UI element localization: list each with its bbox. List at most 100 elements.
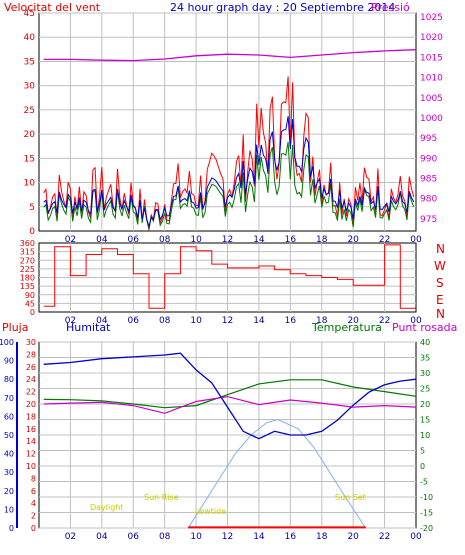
x-tick-label: 20 <box>347 235 359 245</box>
x-tick-label: 04 <box>96 532 108 542</box>
x-tick-label: 20 <box>347 532 359 542</box>
direction-tick-label: 180 <box>20 274 35 283</box>
temperature-tick-label: -10 <box>420 493 433 502</box>
x-tick-label: 02 <box>65 532 76 542</box>
direction-tick-label: 0 <box>30 308 35 317</box>
rain-tick-label: 30 <box>26 338 36 347</box>
temperature-tick-label: 5 <box>420 447 425 456</box>
pressure-tick-label: 990 <box>420 154 437 164</box>
x-tick-label: 04 <box>96 316 108 326</box>
humidity-tick-label: 40 <box>4 450 14 459</box>
rain-tick-label: 8 <box>31 474 36 483</box>
wind-speed-tick-label: 20 <box>24 130 36 140</box>
pressure-tick-label: 995 <box>420 134 437 144</box>
temperature-tick-label: -20 <box>420 524 433 533</box>
temperature-tick-label: 30 <box>420 369 430 378</box>
humidity-tick-label: 50 <box>4 431 14 440</box>
x-tick-label: 02 <box>65 316 76 326</box>
x-tick-label: 00 <box>410 532 422 542</box>
humidity-tick-label: 0 <box>9 524 14 533</box>
humidity-tick-label: 10 <box>4 505 14 514</box>
annotation-sun-set: Sun Set <box>335 493 366 502</box>
temperature-tick-label: 40 <box>420 338 430 347</box>
direction-tick-label: 135 <box>20 282 35 291</box>
x-tick-label: 08 <box>159 235 171 245</box>
humidity-tick-label: 90 <box>4 357 14 366</box>
temperature-tick-label: 15 <box>420 416 430 425</box>
x-tick-label: 20 <box>347 316 359 326</box>
x-tick-label: 18 <box>316 316 328 326</box>
humidity-tick-label: 60 <box>4 412 14 421</box>
wind-average-line <box>43 141 415 229</box>
direction-tick-label: 315 <box>20 248 35 257</box>
rain-tick-label: 12 <box>26 450 36 459</box>
wind-speed-tick-label: 45 <box>24 9 35 19</box>
pressure-tick-label: 1005 <box>420 94 443 104</box>
rain-tick-label: 10 <box>26 462 36 471</box>
rain-tick-label: 28 <box>26 350 36 359</box>
x-tick-label: 10 <box>190 235 202 245</box>
wind-speed-tick-label: 40 <box>24 33 36 43</box>
x-tick-label: 16 <box>285 235 297 245</box>
x-tick-label: 12 <box>222 532 233 542</box>
x-tick-label: 18 <box>316 532 328 542</box>
grid-layer <box>39 12 416 529</box>
series-layer <box>43 49 417 529</box>
wind-direction-line <box>43 244 416 309</box>
humidity-tick-label: 80 <box>4 375 14 384</box>
pressure-tick-label: 1010 <box>420 74 443 84</box>
sun-layer <box>187 418 367 529</box>
x-tick-label: 22 <box>379 532 390 542</box>
label-humidity: Humitat <box>66 321 111 334</box>
rain-tick-label: 16 <box>26 425 36 434</box>
header-left: Velocitat del vent <box>4 1 101 14</box>
temperature-tick-label: 20 <box>420 400 430 409</box>
annotation-daylight: Daylight <box>90 503 124 512</box>
direction-label-s: S <box>436 276 444 290</box>
temperature-tick-label: 10 <box>420 431 430 440</box>
x-tick-label: 06 <box>128 316 140 326</box>
rain-tick-label: 6 <box>31 487 36 496</box>
x-tick-label: 08 <box>159 316 171 326</box>
dewpoint-line <box>43 395 417 414</box>
pressure-tick-label: 1025 <box>420 13 443 23</box>
x-tick-label: 10 <box>190 532 202 542</box>
wind-speed-tick-label: 30 <box>24 82 36 92</box>
header-right: Pressió <box>371 1 410 14</box>
humidity-tick-label: 30 <box>4 468 14 477</box>
x-tick-label: 14 <box>253 235 265 245</box>
wind-speed-tick-label: 35 <box>24 57 35 67</box>
x-tick-label: 22 <box>379 316 390 326</box>
wind-speed-tick-label: 25 <box>24 106 35 116</box>
pressure-tick-label: 975 <box>420 215 437 225</box>
direction-label-n1: N <box>436 242 445 256</box>
direction-tick-label: 225 <box>20 265 35 274</box>
direction-label-e: E <box>436 293 444 307</box>
pressure-tick-label: 985 <box>420 175 437 185</box>
rain-tick-label: 0 <box>31 524 36 533</box>
rain-tick-label: 20 <box>26 400 36 409</box>
x-tick-label: 06 <box>128 235 140 245</box>
x-tick-label: 06 <box>128 532 140 542</box>
x-tick-label: 16 <box>285 316 297 326</box>
rain-tick-label: 22 <box>26 388 36 397</box>
pressure-tick-label: 1020 <box>420 33 443 43</box>
pressure-line <box>43 49 417 62</box>
pressure-tick-label: 980 <box>420 195 437 205</box>
rain-tick-label: 18 <box>26 412 36 421</box>
temperature-tick-label: 25 <box>420 385 430 394</box>
sun-curve <box>187 418 367 529</box>
humidity-tick-label: 70 <box>4 394 14 403</box>
x-tick-label: 12 <box>222 316 233 326</box>
humidity-tick-label: 100 <box>0 338 14 347</box>
annotation-sun-rise: Sun Rise <box>144 493 179 502</box>
temperature-line <box>43 379 417 409</box>
pressure-tick-label: 1000 <box>420 114 443 124</box>
x-tick-label: 00 <box>410 316 422 326</box>
humidity-tick-label: 20 <box>4 487 14 496</box>
wind-speed-tick-label: 0 <box>29 227 35 237</box>
x-tick-label: 22 <box>379 235 390 245</box>
